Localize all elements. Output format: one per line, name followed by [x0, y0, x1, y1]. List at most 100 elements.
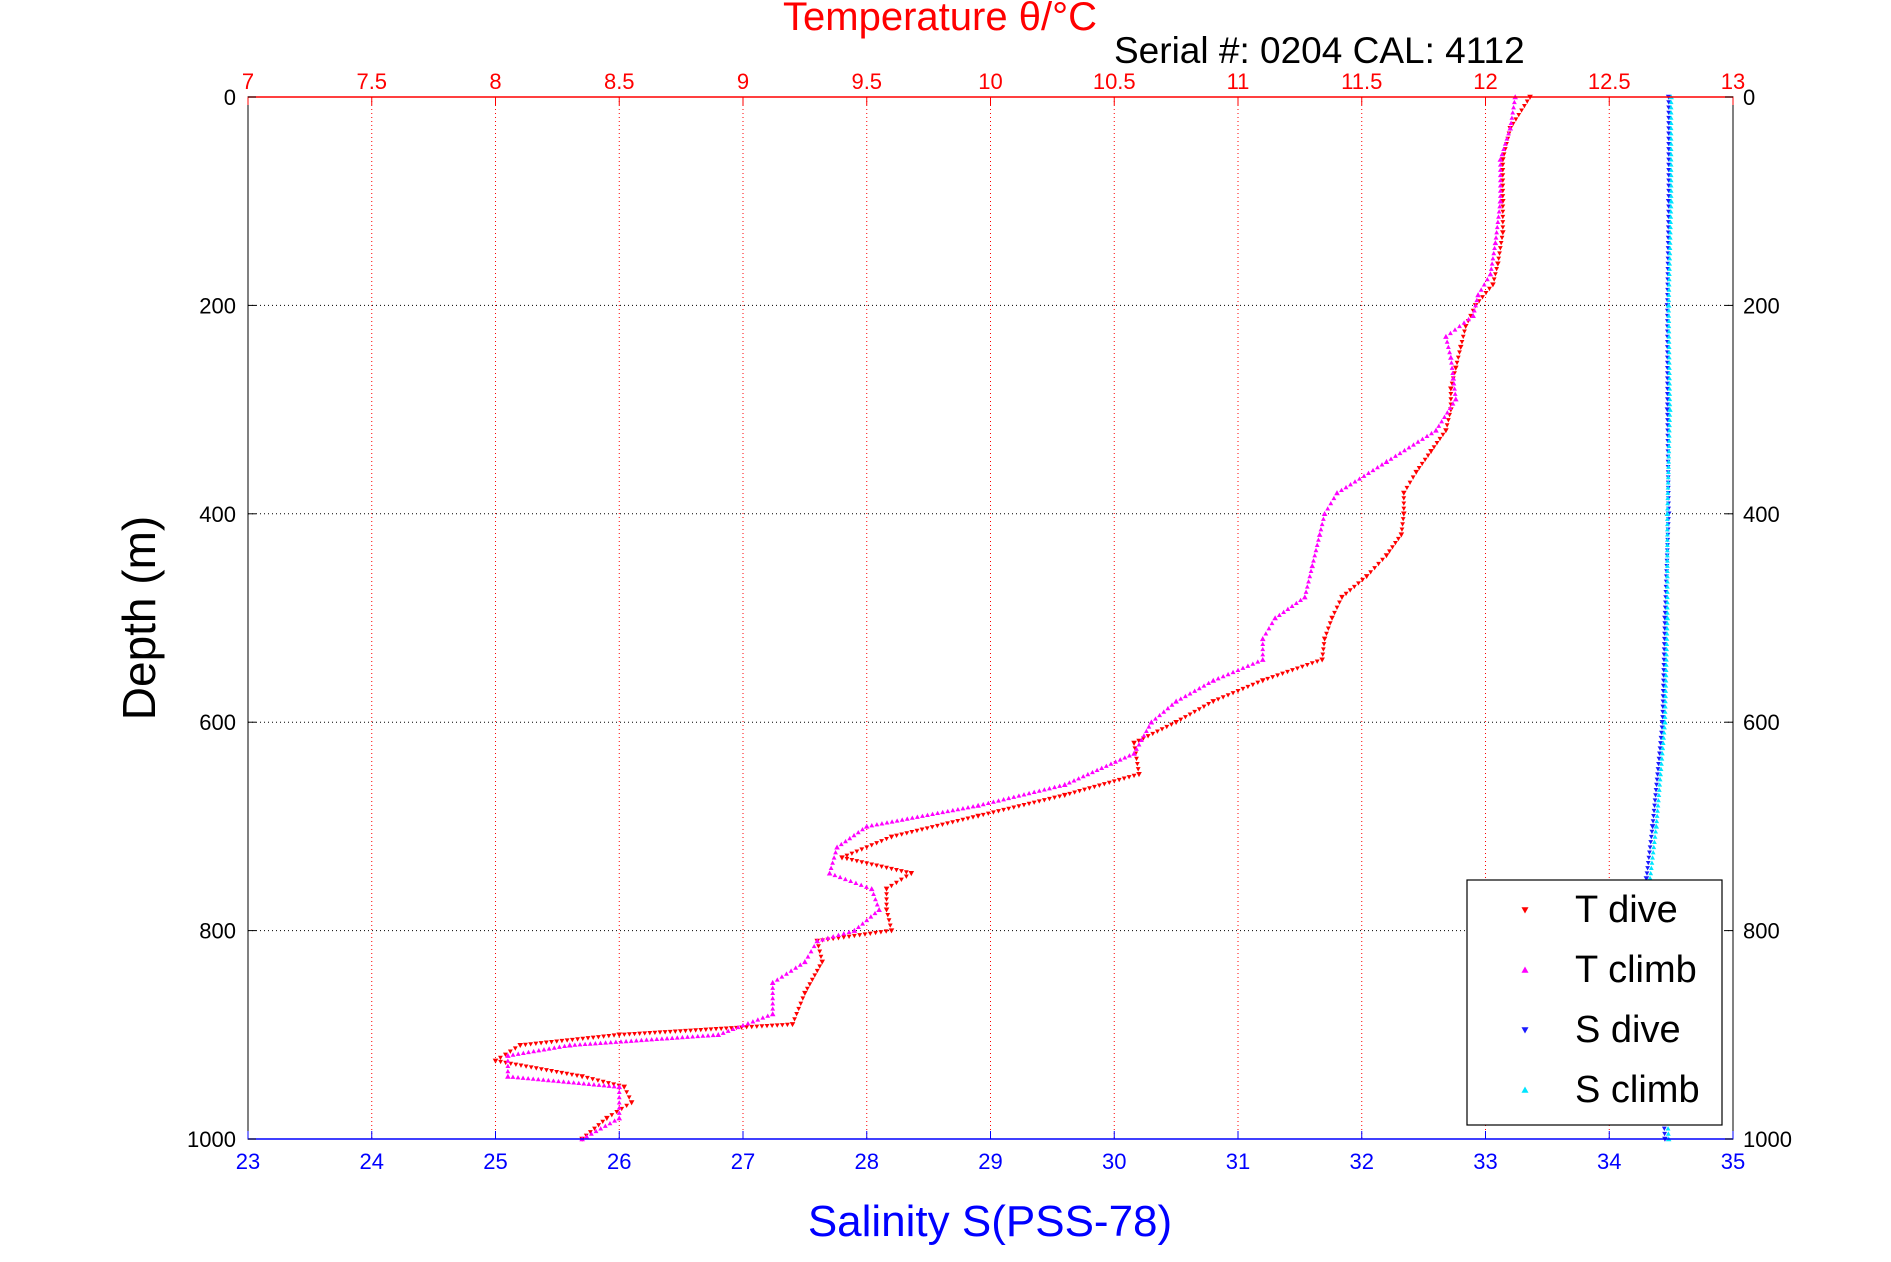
profile-marker — [639, 1037, 644, 1043]
profile-marker — [1659, 725, 1665, 730]
profile-marker — [592, 1126, 597, 1131]
profile-marker — [647, 1031, 653, 1036]
profile-marker — [960, 806, 966, 811]
profile-marker — [903, 874, 909, 879]
profile-marker — [523, 1042, 528, 1048]
profile-marker — [1668, 105, 1674, 110]
profile-marker — [832, 872, 838, 878]
profile-marker — [1401, 496, 1407, 501]
profile-marker — [1647, 845, 1653, 850]
profile-marker — [1667, 391, 1673, 396]
profile-marker — [1666, 121, 1672, 126]
profile-marker — [929, 825, 935, 830]
profile-marker — [623, 1038, 629, 1044]
profile-marker — [899, 817, 905, 822]
profile-marker — [1499, 235, 1505, 241]
profile-marker — [611, 1084, 617, 1089]
profile-marker — [770, 1001, 776, 1006]
profile-marker — [575, 1037, 580, 1042]
profile-marker — [860, 826, 865, 832]
profile-marker — [1496, 256, 1502, 261]
profile-marker — [1500, 225, 1506, 230]
profile-marker — [887, 923, 893, 928]
profile-marker — [868, 914, 874, 919]
profile-marker — [764, 1023, 770, 1029]
profile-marker — [1483, 290, 1489, 296]
profile-marker — [1466, 316, 1471, 322]
profile-marker — [864, 861, 870, 866]
profile-marker — [718, 1026, 724, 1032]
profile-marker — [1666, 308, 1672, 313]
data-point — [814, 938, 821, 944]
data-point — [1662, 719, 1668, 725]
data-point — [769, 979, 776, 985]
profile-marker — [1659, 751, 1665, 756]
profile-marker — [920, 813, 925, 818]
profile-marker — [934, 823, 940, 829]
profile-marker — [788, 968, 794, 973]
profile-marker — [590, 1077, 596, 1082]
profile-marker — [606, 1083, 612, 1088]
profile-marker — [1016, 804, 1022, 809]
profile-marker — [1666, 329, 1672, 334]
bottom-tick-label: 27 — [731, 1149, 755, 1174]
profile-marker — [1666, 115, 1672, 121]
profile-marker — [611, 1082, 617, 1087]
data-point — [1453, 396, 1459, 402]
profile-marker — [769, 1023, 775, 1029]
profile-marker — [1659, 756, 1665, 761]
profile-marker — [1431, 445, 1437, 450]
profile-marker — [1164, 724, 1170, 730]
profile-marker — [1648, 834, 1654, 840]
profile-marker — [1101, 782, 1107, 787]
profile-marker — [1092, 784, 1097, 790]
profile-marker — [1379, 462, 1385, 467]
profile-marker — [1388, 456, 1394, 461]
data-point — [1664, 407, 1671, 413]
profile-marker — [528, 1065, 534, 1070]
profile-marker — [1240, 686, 1246, 692]
profile-marker — [1314, 542, 1320, 547]
profile-marker — [1511, 99, 1517, 105]
profile-marker — [700, 1033, 706, 1038]
profile-marker — [925, 812, 930, 817]
profile-marker — [1519, 108, 1524, 113]
profile-marker — [874, 841, 880, 846]
profile-marker — [1108, 761, 1114, 766]
profile-marker — [996, 809, 1001, 814]
profile-marker — [674, 1035, 680, 1040]
profile-marker — [1647, 850, 1652, 855]
profile-marker — [1667, 261, 1673, 266]
y-axis-title: Depth (m) — [113, 516, 165, 720]
profile-marker — [1665, 506, 1670, 511]
profile-marker — [1452, 391, 1458, 396]
bottom-tick-label: 26 — [607, 1149, 631, 1174]
profile-marker — [1667, 250, 1673, 256]
profile-marker — [545, 1077, 551, 1083]
profile-marker — [1348, 482, 1353, 487]
profile-marker — [1230, 691, 1236, 696]
profile-marker — [1444, 423, 1450, 428]
profile-marker — [914, 828, 920, 834]
profile-marker — [1041, 798, 1047, 803]
profile-marker — [557, 1044, 562, 1049]
profile-marker — [1521, 104, 1527, 109]
profile-marker — [1448, 392, 1454, 397]
profile-marker — [1662, 709, 1668, 714]
profile-marker — [1085, 771, 1091, 777]
data-point — [1259, 678, 1266, 684]
data-point — [1495, 261, 1501, 267]
top-tick-label: 13 — [1721, 69, 1745, 94]
profile-marker — [1654, 782, 1659, 788]
profile-marker — [1235, 689, 1241, 694]
profile-marker — [1666, 334, 1672, 339]
profile-marker — [1506, 131, 1511, 136]
data-point — [1173, 719, 1179, 725]
profile-marker — [1665, 225, 1671, 230]
profile-marker — [1366, 470, 1371, 475]
profile-marker — [1668, 167, 1674, 172]
profile-marker — [1666, 152, 1672, 157]
data-point — [888, 928, 895, 934]
profile-marker — [1215, 697, 1221, 702]
profile-marker — [1666, 292, 1672, 297]
